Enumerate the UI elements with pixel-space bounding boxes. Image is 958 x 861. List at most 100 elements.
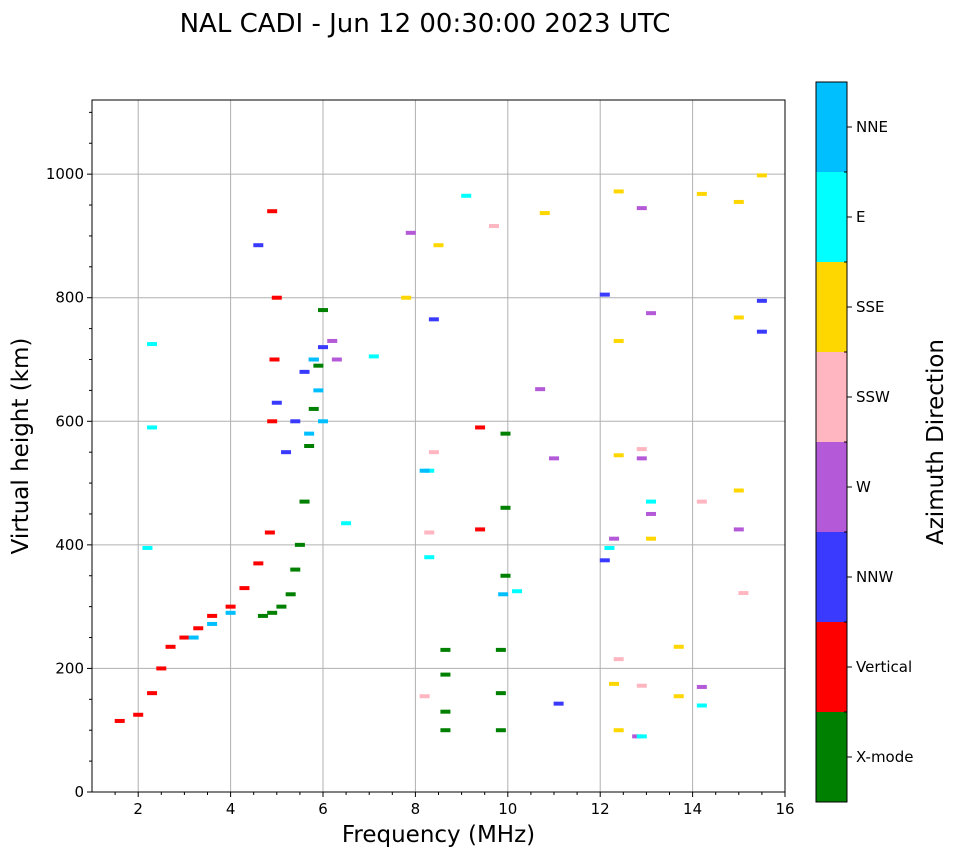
y-tick-label-800: 800 bbox=[55, 289, 84, 307]
echo-nnw-9 bbox=[599, 558, 610, 563]
echo-vertical-5 bbox=[179, 635, 190, 640]
colorbar-swatch-ssw bbox=[816, 352, 847, 442]
echo-nne-7 bbox=[419, 468, 430, 473]
echo-vertical-15 bbox=[267, 209, 278, 214]
y-tick-label-0: 0 bbox=[74, 783, 84, 801]
echo-nnw-10 bbox=[756, 329, 767, 334]
echo-e-10 bbox=[646, 499, 657, 504]
echo-ssw-4 bbox=[636, 447, 647, 452]
colorbar-label-vertical: Vertical bbox=[856, 658, 912, 676]
colorbar-swatch-vertical bbox=[816, 622, 847, 712]
echo-vertical-7 bbox=[207, 613, 218, 618]
echo-x-mode-15 bbox=[495, 728, 506, 733]
echo-nnw-12 bbox=[553, 701, 564, 706]
echo-e-9 bbox=[604, 545, 615, 550]
echo-sse-12 bbox=[733, 488, 744, 493]
echo-x-mode-11 bbox=[440, 728, 451, 733]
y-tick-label-1000: 1000 bbox=[46, 165, 84, 183]
echo-sse-8 bbox=[673, 694, 684, 699]
colorbar-label-w: W bbox=[856, 478, 871, 496]
echo-nnw-1 bbox=[271, 400, 282, 405]
echo-vertical-16 bbox=[475, 425, 486, 430]
echo-ssw-6 bbox=[696, 499, 707, 504]
echo-ssw-2 bbox=[419, 694, 430, 699]
echo-sse-0 bbox=[401, 295, 412, 300]
echo-w-10 bbox=[733, 527, 744, 532]
echo-nnw-4 bbox=[299, 369, 310, 374]
echo-w-4 bbox=[549, 456, 559, 461]
colorbar-label-ssw: SSW bbox=[856, 388, 890, 406]
x-tick-label-14: 14 bbox=[683, 800, 702, 818]
echo-vertical-13 bbox=[269, 357, 280, 362]
echo-nnw-7 bbox=[428, 317, 439, 322]
echo-nne-6 bbox=[188, 635, 199, 640]
echo-x-mode-8 bbox=[308, 406, 319, 411]
echo-e-12 bbox=[636, 734, 647, 739]
chart-title: NAL CADI - Jun 12 00:30:00 2023 UTC bbox=[180, 9, 671, 39]
echo-nnw-11 bbox=[756, 298, 767, 303]
echo-ssw-1 bbox=[424, 530, 435, 535]
colorbar-swatch-nne bbox=[816, 82, 847, 172]
echo-x-mode-7 bbox=[304, 444, 315, 448]
echo-x-mode-12 bbox=[440, 709, 451, 714]
colorbar-frame bbox=[815, 81, 848, 803]
echo-sse-13 bbox=[756, 173, 767, 178]
y-axis-label: Virtual height (km) bbox=[8, 338, 34, 555]
echo-w-9 bbox=[696, 684, 707, 689]
echo-x-mode-6 bbox=[299, 499, 310, 504]
echo-x-mode-2 bbox=[276, 604, 287, 609]
echo-vertical-1 bbox=[133, 712, 144, 717]
colorbar-label-x-mode: X-mode bbox=[856, 748, 913, 766]
echo-vertical-9 bbox=[239, 586, 250, 591]
echo-x-mode-3 bbox=[285, 592, 296, 597]
echo-sse-7 bbox=[673, 644, 684, 649]
x-tick-label-8: 8 bbox=[411, 800, 421, 818]
echo-e-11 bbox=[696, 703, 707, 708]
echo-x-mode-4 bbox=[290, 567, 301, 572]
y-tick-label-600: 600 bbox=[55, 412, 84, 430]
plot-area bbox=[92, 100, 785, 792]
x-tick-label-4: 4 bbox=[226, 800, 236, 818]
echo-x-mode-17 bbox=[495, 647, 506, 652]
echo-x-mode-13 bbox=[440, 672, 451, 677]
echo-w-1 bbox=[327, 338, 338, 343]
x-tick-label-16: 16 bbox=[775, 800, 794, 818]
echo-e-3 bbox=[341, 521, 352, 526]
echo-w-6 bbox=[646, 511, 657, 516]
colorbar-swatch-w bbox=[816, 442, 847, 532]
echo-vertical-10 bbox=[253, 561, 264, 566]
echo-sse-2 bbox=[539, 211, 550, 216]
echo-vertical-12 bbox=[267, 419, 278, 424]
echo-sse-3 bbox=[613, 189, 624, 194]
echo-sse-10 bbox=[733, 199, 744, 204]
echo-w-8 bbox=[636, 206, 647, 211]
echo-nnw-8 bbox=[599, 292, 610, 297]
echo-x-mode-16 bbox=[495, 691, 506, 696]
echo-w-0 bbox=[405, 230, 416, 235]
echo-ssw-3 bbox=[613, 657, 624, 662]
x-tick-label-10: 10 bbox=[498, 800, 517, 818]
colorbar-label-sse: SSE bbox=[856, 298, 885, 316]
echo-vertical-11 bbox=[264, 530, 275, 535]
echo-nne-1 bbox=[313, 388, 324, 393]
echo-nnw-3 bbox=[290, 419, 301, 424]
echo-ssw-7 bbox=[738, 591, 749, 596]
echo-nne-0 bbox=[308, 357, 319, 362]
echo-x-mode-14 bbox=[440, 647, 451, 652]
echo-sse-14 bbox=[609, 681, 620, 686]
echo-nnw-6 bbox=[318, 345, 328, 350]
echo-w-5 bbox=[636, 456, 647, 461]
x-tick-label-6: 6 bbox=[318, 800, 328, 818]
colorbar-title: Azimuth Direction bbox=[923, 339, 949, 545]
echo-ssw-8 bbox=[488, 224, 499, 229]
echo-nne-2 bbox=[318, 419, 328, 424]
colorbar-swatch-e bbox=[816, 172, 847, 262]
echo-e-8 bbox=[512, 589, 523, 594]
echo-e-1 bbox=[147, 425, 158, 430]
echo-sse-11 bbox=[733, 315, 744, 320]
colorbar-label-nnw: NNW bbox=[856, 568, 893, 586]
echo-x-mode-20 bbox=[500, 431, 511, 436]
echo-vertical-14 bbox=[271, 295, 282, 300]
echo-x-mode-0 bbox=[257, 613, 268, 618]
